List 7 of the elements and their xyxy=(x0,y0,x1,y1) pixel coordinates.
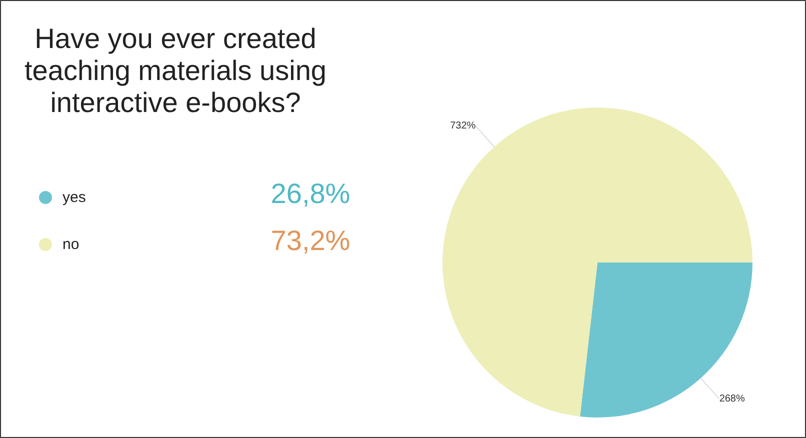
text: 732% xyxy=(450,120,476,132)
chart-title: Have you ever created teaching materials using interactive e-books? xyxy=(24,23,326,118)
legend-label: no xyxy=(62,236,80,253)
text: 26,8% xyxy=(270,178,350,209)
legend-label: yes xyxy=(62,189,86,206)
text: 73,2% xyxy=(270,225,350,256)
text: 268% xyxy=(719,393,745,404)
